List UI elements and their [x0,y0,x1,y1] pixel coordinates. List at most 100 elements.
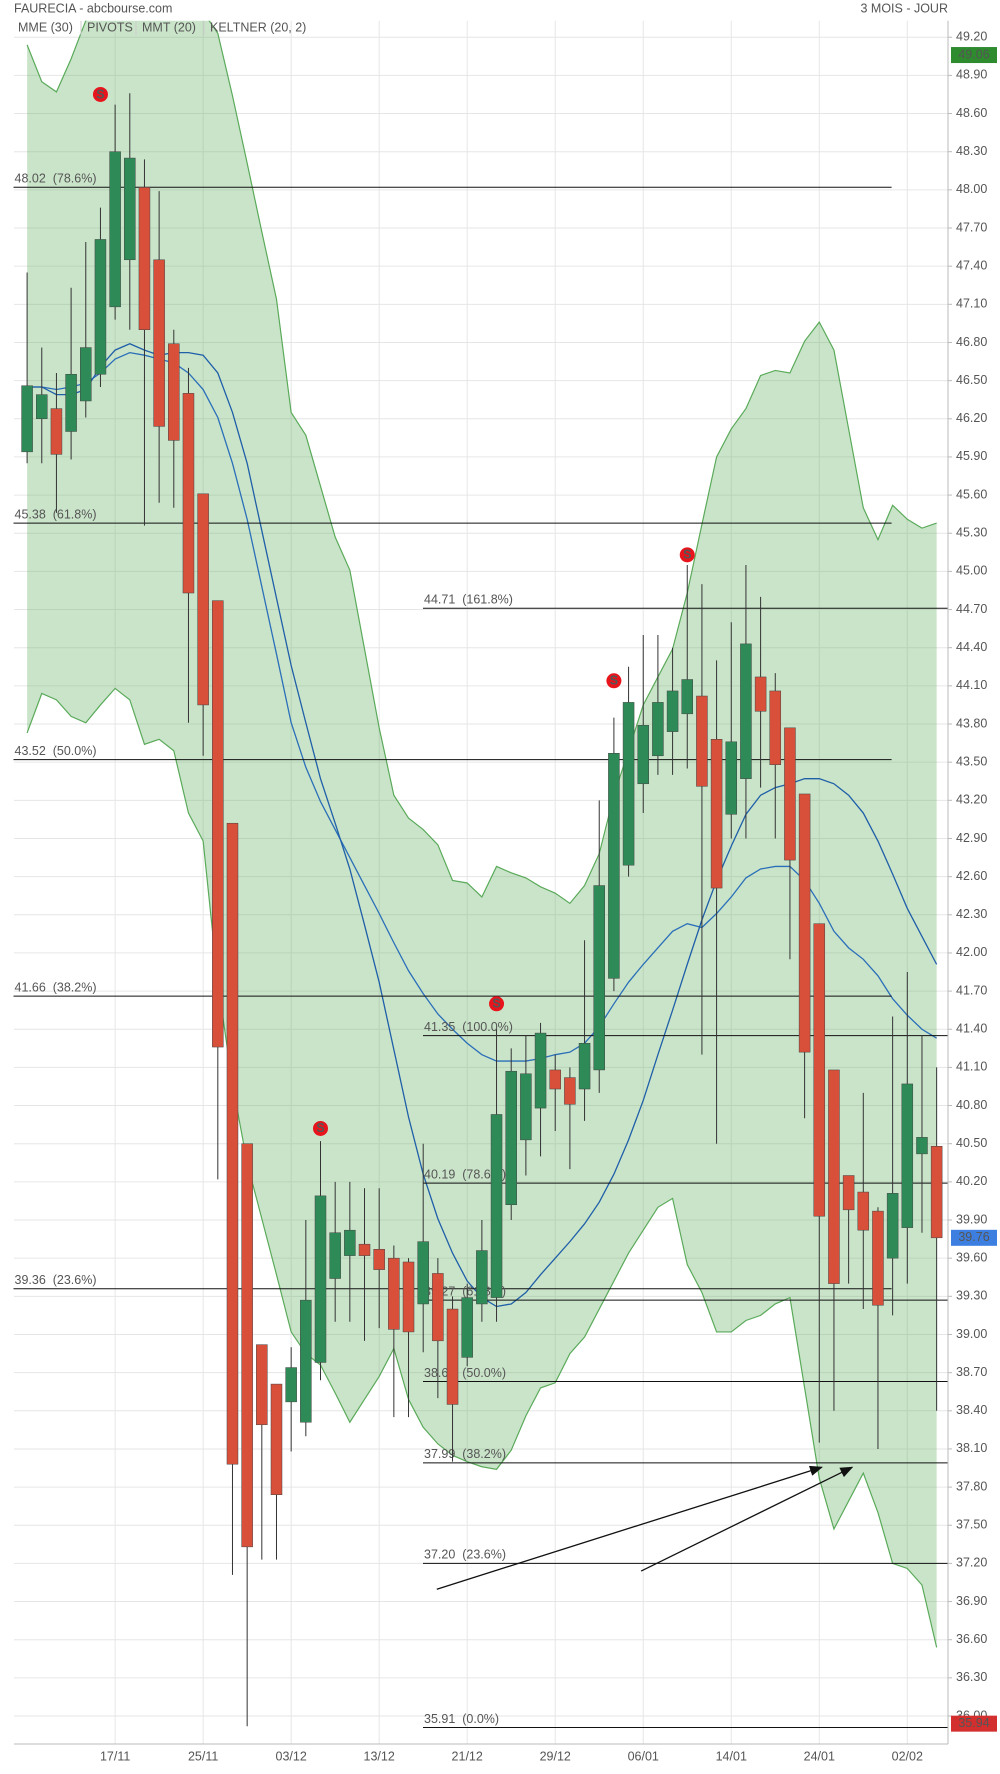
y-tick-label: 39.60 [956,1250,987,1264]
y-tick-label: 38.40 [956,1403,987,1417]
candle-body [725,741,738,815]
legend-entry: KELTNER (20, 2) [210,20,306,34]
y-tick-label: 45.90 [956,449,987,463]
price-tag-label: 39.76 [958,1230,989,1244]
price-tag [951,47,997,64]
x-tick-label: 29/12 [540,1749,571,1763]
fib-label: 44.71 (161.8%) [424,593,513,607]
y-tick-label: 37.80 [956,1479,987,1493]
candle-body [886,1193,899,1259]
candle-body [329,1232,341,1279]
fib-label: 37.20 (23.6%) [424,1548,506,1562]
candle-body [300,1299,312,1423]
candle-body [549,1069,561,1090]
candle-body [138,187,151,330]
y-tick-label: 43.80 [956,716,987,730]
y-tick-label: 36.30 [956,1670,987,1684]
price-tag-label: 49.06 [958,47,989,61]
candle-body [505,1070,517,1206]
candle-body [622,702,635,866]
signal-marker [313,1120,328,1136]
legend-entry: MMT (20) [142,20,196,34]
y-tick-label: 46.50 [956,373,987,387]
candle-body [798,793,811,1053]
y-tick-label: 47.70 [956,220,987,234]
candle-body [637,725,649,785]
y-tick-label: 43.20 [956,793,987,807]
y-tick-label: 39.30 [956,1289,987,1303]
candle-body [344,1229,356,1256]
candle-body [593,885,605,1071]
candle-body [784,727,796,861]
candle-body [256,1344,268,1426]
candle-body [226,822,239,1465]
signal-label: S [610,674,618,688]
y-tick-label: 45.00 [956,564,987,578]
candle-body [80,347,92,402]
price-tag-label: 35.94 [958,1716,989,1730]
keltner-fill [27,20,937,1648]
candle-body [124,157,136,261]
candle-body [446,1308,459,1405]
candle-body [197,493,209,706]
y-tick-label: 48.00 [956,182,987,196]
candle-body [608,753,620,979]
y-tick-label: 37.20 [956,1556,987,1570]
y-tick-label: 44.10 [956,678,987,692]
y-tick-label: 39.90 [956,1212,987,1226]
y-tick-label: 38.10 [956,1441,987,1455]
fib-label: 45.38 (61.8%) [15,507,97,521]
y-tick-label: 40.80 [956,1098,987,1112]
candle-body [402,1261,415,1333]
y-tick-label: 39.00 [956,1327,987,1341]
y-tick-label: 36.90 [956,1594,987,1608]
legend-entry: PIVOTS [87,20,133,34]
candle-body [564,1077,576,1105]
keltner-upper [26,20,937,905]
signal-marker [92,86,108,102]
y-tick-label: 37.50 [956,1518,987,1532]
signal-marker [489,996,505,1012]
candle-body [872,1210,884,1306]
candle-body [153,259,165,427]
x-tick-label: 25/11 [188,1749,218,1763]
candle-body [930,1146,943,1239]
candle-body [754,676,767,712]
candle-body [490,1114,503,1298]
y-tick-label: 45.60 [956,487,987,501]
y-tick-label: 49.20 [956,30,987,44]
signal-marker [679,547,695,563]
fibonacci-levels: 48.02 (78.6%) 45.38 (61.8%) 43.52 (50.0%) 4… [13,172,948,1728]
fib-label: 39.36 (23.6%) [15,1273,97,1287]
candle-body [740,643,752,779]
candle-body [21,385,33,453]
signal-label: S [96,87,104,101]
x-tick-label: 06/01 [628,1749,659,1763]
candle-body [285,1367,297,1403]
y-tick-label: 45.30 [956,526,987,540]
candle-body [534,1032,547,1109]
fib-label: 41.35 (100.0%) [424,1020,513,1034]
price-tag [951,1229,997,1246]
candle-body [109,151,121,308]
fib-label: 48.02 (78.6%) [15,172,97,186]
fib-label: 37.99 (38.2%) [424,1447,506,1461]
candle-body [842,1175,855,1211]
candle-body [270,1383,283,1495]
candle-body [828,1069,840,1284]
y-tick-label: 41.70 [956,983,987,997]
y-tick-label: 47.10 [956,297,987,311]
y-tick-label: 48.60 [956,106,987,120]
candle-body [461,1297,473,1358]
y-tick-label: 41.40 [956,1022,987,1036]
candles [21,93,943,1727]
candle-body [314,1195,327,1363]
candle-body [769,690,782,765]
axis: 36.0036.3036.6036.9037.2037.5037.8038.10… [100,30,997,1763]
candle-body [901,1083,914,1228]
candle-body [65,374,77,432]
y-tick-label: 48.90 [956,68,987,82]
y-tick-label: 46.80 [956,335,987,349]
x-tick-label: 03/12 [276,1749,307,1763]
candle-body [36,394,48,420]
